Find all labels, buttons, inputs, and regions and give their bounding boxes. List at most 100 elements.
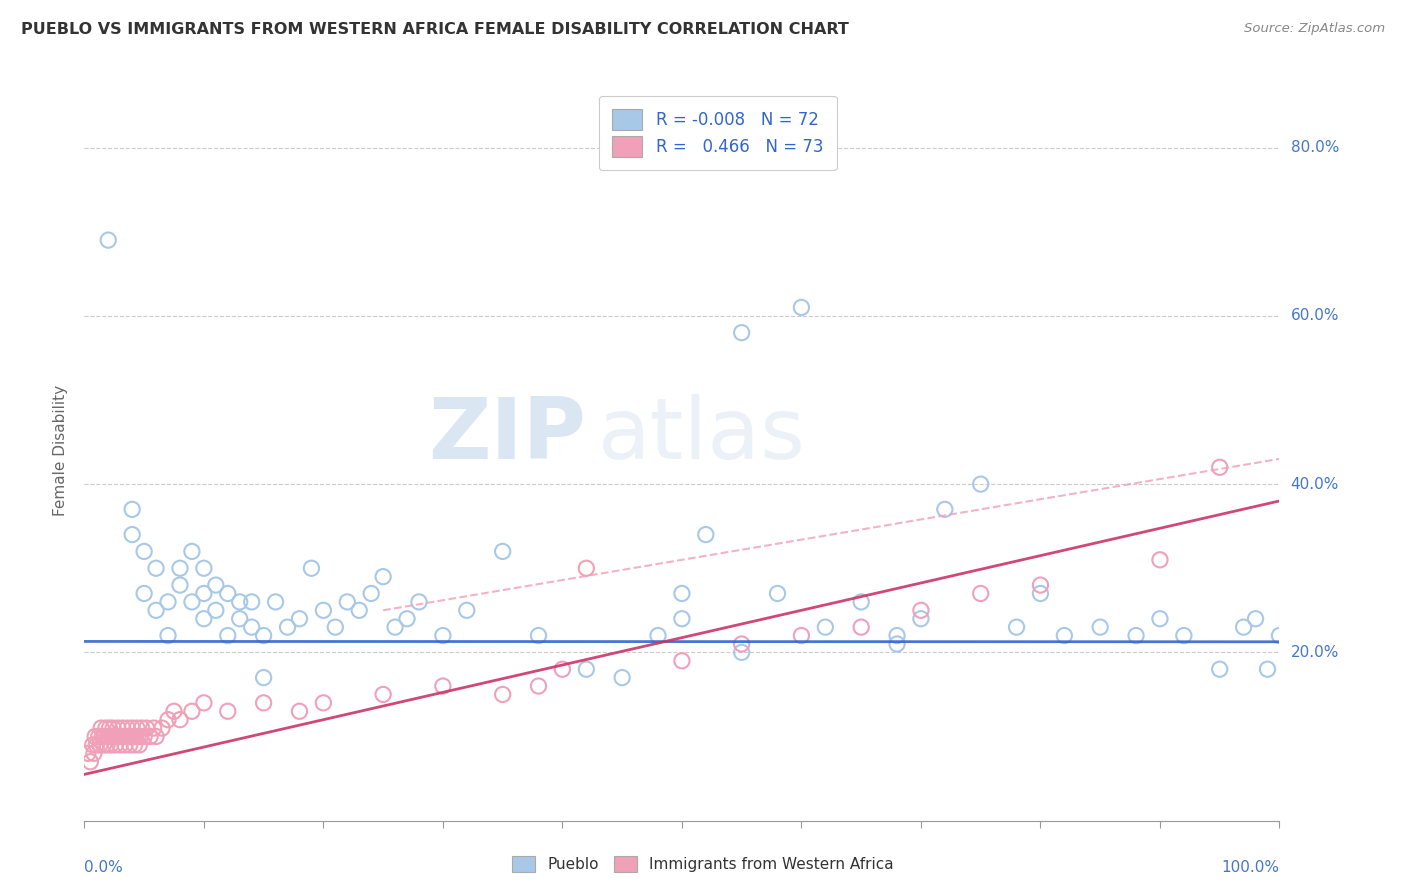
Point	[288, 612, 311, 626]
Point	[1173, 628, 1195, 642]
Point	[93, 730, 115, 744]
Point	[217, 586, 239, 600]
Point	[110, 730, 132, 744]
Point	[240, 595, 263, 609]
Point	[97, 233, 120, 247]
Point	[1209, 662, 1232, 676]
Text: atlas: atlas	[599, 394, 806, 477]
Point	[264, 595, 287, 609]
Point	[117, 730, 139, 744]
Point	[970, 586, 993, 600]
Point	[132, 586, 156, 600]
Point	[121, 721, 143, 735]
Point	[105, 730, 128, 744]
Point	[181, 544, 204, 558]
Point	[193, 696, 215, 710]
Point	[132, 544, 156, 558]
Point	[82, 738, 104, 752]
Point	[142, 721, 165, 735]
Point	[150, 721, 173, 735]
Point	[492, 688, 515, 702]
Point	[1149, 553, 1171, 567]
Point	[157, 713, 180, 727]
Point	[647, 628, 669, 642]
Point	[336, 595, 359, 609]
Text: 100.0%: 100.0%	[1222, 860, 1279, 874]
Point	[93, 738, 115, 752]
Point	[205, 578, 228, 592]
Point	[886, 637, 908, 651]
Legend: R = -0.008   N = 72, R =   0.466   N = 73: R = -0.008 N = 72, R = 0.466 N = 73	[599, 96, 837, 170]
Text: ZIP: ZIP	[429, 394, 586, 477]
Point	[373, 569, 395, 583]
Text: 0.0%: 0.0%	[84, 860, 124, 874]
Point	[1233, 620, 1256, 634]
Point	[551, 662, 574, 676]
Point	[1005, 620, 1028, 634]
Point	[432, 628, 454, 642]
Point	[575, 662, 598, 676]
Point	[1090, 620, 1112, 634]
Point	[121, 527, 143, 541]
Point	[456, 603, 478, 617]
Point	[94, 721, 117, 735]
Text: 80.0%: 80.0%	[1291, 140, 1339, 155]
Point	[128, 738, 150, 752]
Point	[115, 730, 138, 744]
Point	[229, 595, 252, 609]
Point	[131, 721, 153, 735]
Point	[205, 603, 228, 617]
Point	[145, 603, 167, 617]
Point	[910, 612, 932, 626]
Point	[90, 721, 112, 735]
Point	[1209, 460, 1232, 475]
Point	[851, 595, 873, 609]
Point	[193, 612, 215, 626]
Point	[122, 730, 145, 744]
Point	[731, 637, 754, 651]
Point	[253, 628, 276, 642]
Point	[83, 747, 105, 761]
Point	[217, 704, 239, 718]
Point	[325, 620, 347, 634]
Point	[527, 679, 550, 693]
Point	[253, 696, 276, 710]
Point	[118, 738, 141, 752]
Point	[612, 671, 634, 685]
Point	[277, 620, 299, 634]
Point	[121, 502, 143, 516]
Text: PUEBLO VS IMMIGRANTS FROM WESTERN AFRICA FEMALE DISABILITY CORRELATION CHART: PUEBLO VS IMMIGRANTS FROM WESTERN AFRICA…	[21, 22, 849, 37]
Point	[1244, 612, 1267, 626]
Point	[731, 326, 754, 340]
Point	[1268, 628, 1291, 642]
Point	[117, 721, 139, 735]
Point	[101, 721, 124, 735]
Point	[790, 301, 813, 315]
Point	[396, 612, 419, 626]
Point	[104, 738, 127, 752]
Point	[120, 730, 142, 744]
Point	[169, 578, 191, 592]
Point	[129, 730, 152, 744]
Point	[181, 595, 204, 609]
Point	[671, 586, 693, 600]
Y-axis label: Female Disability: Female Disability	[52, 384, 67, 516]
Point	[217, 628, 239, 642]
Point	[145, 730, 167, 744]
Text: Source: ZipAtlas.com: Source: ZipAtlas.com	[1244, 22, 1385, 36]
Point	[814, 620, 837, 634]
Text: 40.0%: 40.0%	[1291, 476, 1339, 491]
Point	[373, 688, 395, 702]
Point	[193, 561, 215, 575]
Legend: Pueblo, Immigrants from Western Africa: Pueblo, Immigrants from Western Africa	[505, 848, 901, 880]
Point	[934, 502, 956, 516]
Point	[110, 738, 132, 752]
Point	[111, 721, 134, 735]
Point	[384, 620, 406, 634]
Point	[671, 612, 693, 626]
Point	[86, 738, 108, 752]
Point	[125, 730, 148, 744]
Point	[89, 738, 111, 752]
Point	[408, 595, 430, 609]
Point	[112, 730, 135, 744]
